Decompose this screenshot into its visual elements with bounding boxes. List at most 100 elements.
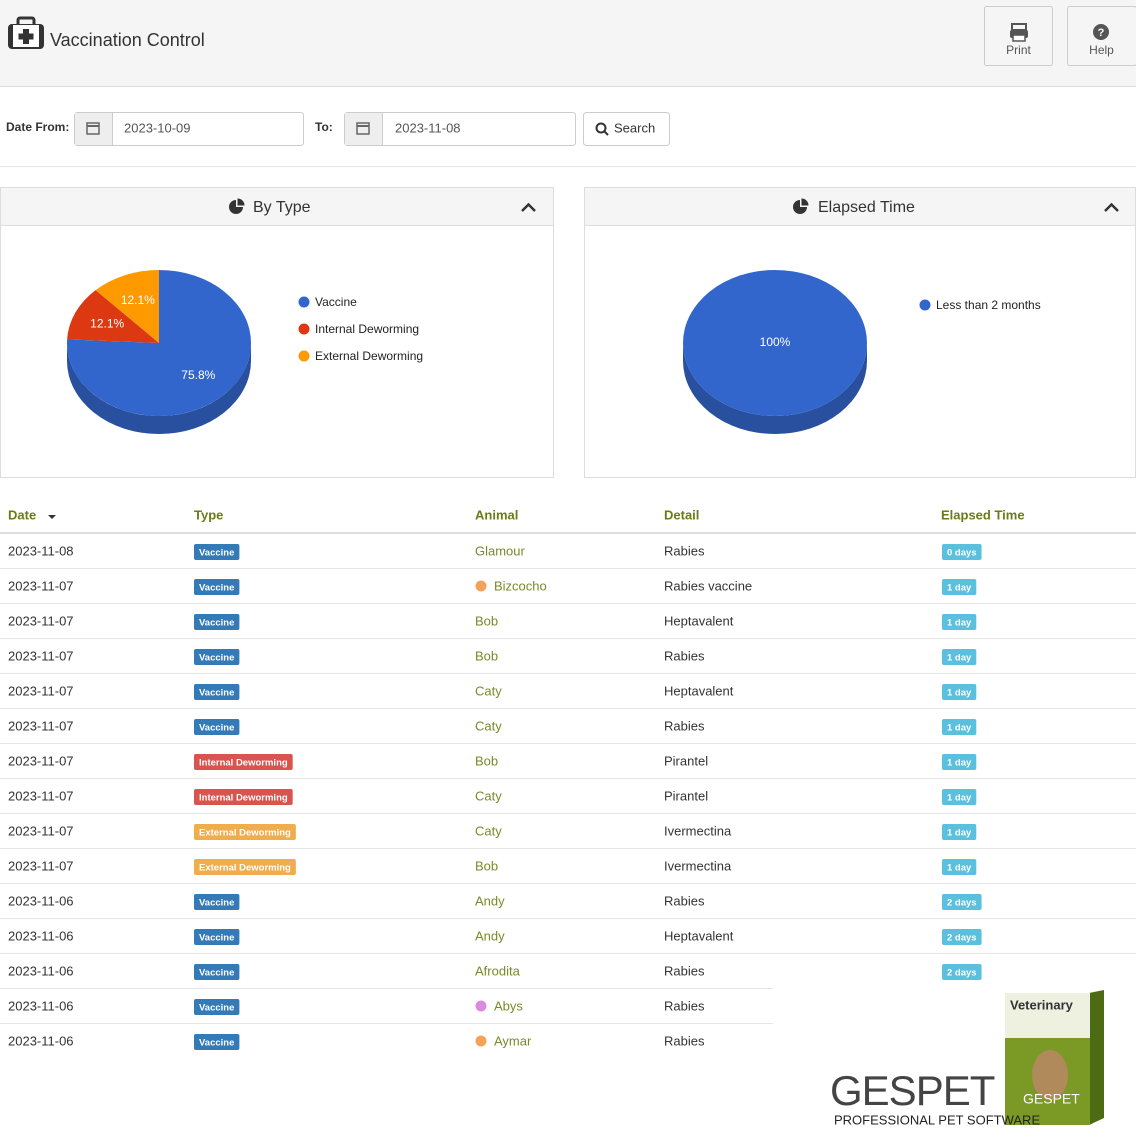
cell-animal: Caty [475,718,502,733]
badge-text: 0 days [947,548,977,559]
badge-bg [194,754,293,770]
badge-bg [942,754,977,770]
cell-animal: Bizcocho [494,578,547,593]
column-header: Date [8,507,36,522]
cell-detail: Rabies [664,648,705,663]
badge-text: Vaccine [199,1038,234,1049]
cell-animal: Bob [475,648,498,663]
cell-date: 2023-11-07 [8,578,74,593]
badge: Vaccine [194,929,240,945]
badge-bg [194,649,240,665]
cell-date: 2023-11-06 [8,928,74,943]
from-value: 2023-10-09 [124,120,191,135]
pie-label: 100% [760,335,791,349]
badge-bg [194,1034,240,1050]
legend-label: Less than 2 months [936,298,1041,312]
legend-swatch [919,299,931,311]
badge: 1 day [942,719,977,735]
cell-date: 2023-11-06 [8,893,74,908]
animal-dot [475,1035,487,1047]
cell-date: 2023-11-07 [8,648,74,663]
badge-text: Vaccine [199,723,234,734]
cell-date: 2023-11-07 [8,788,74,803]
cell-date: 2023-11-07 [8,858,74,873]
cell-detail: Heptavalent [664,683,734,698]
column-header: Elapsed Time [941,507,1025,522]
cell-animal: Caty [475,788,502,803]
pie-label: 12.1% [121,293,155,307]
cell-animal: Afrodita [475,963,521,978]
box-title: Veterinary [1010,997,1074,1012]
badge-bg [194,929,240,945]
badge-bg [194,789,293,805]
cell-animal: Bob [475,753,498,768]
cell-animal: Bob [475,858,498,873]
badge-text: Internal Deworming [199,758,288,769]
badge: 0 days [942,544,982,560]
badge: 2 days [942,929,982,945]
from-input[interactable]: 2023-10-09 [74,112,304,146]
cell-animal: Andy [475,928,505,943]
help-label: Help [1089,43,1114,57]
badge-text: 1 day [947,863,972,874]
badge-bg [194,999,240,1015]
legend-label: Internal Deworming [315,322,419,336]
badge: Vaccine [194,614,240,630]
box-brand: GESPET [1023,1091,1080,1107]
badge: 1 day [942,754,977,770]
badge: 2 days [942,894,982,910]
badge: Vaccine [194,544,240,560]
cell-animal: Glamour [475,543,526,558]
search-button[interactable]: Search [583,112,670,146]
panel-title: By Type [253,199,311,216]
badge: 1 day [942,789,977,805]
cell-detail: Pirantel [664,788,708,803]
to-input[interactable]: 2023-11-08 [344,112,576,146]
cell-detail: Rabies [664,1033,705,1048]
badge-text: 1 day [947,618,972,629]
cell-detail: Heptavalent [664,928,734,943]
cell-detail: Rabies [664,963,705,978]
badge-text: Vaccine [199,548,234,559]
badge-bg [942,824,977,840]
cell-animal: Caty [475,823,502,838]
cell-date: 2023-11-06 [8,963,74,978]
badge-bg [194,964,240,980]
legend-label: Vaccine [315,295,357,309]
badge-bg [194,544,240,560]
cell-date: 2023-11-07 [8,823,74,838]
badge: External Deworming [194,859,296,875]
help-icon: ? [1098,27,1105,39]
help-button[interactable]: ? Help [1067,6,1136,66]
badge-bg [194,859,296,875]
print-button[interactable]: Print [984,6,1053,66]
to-value: 2023-11-08 [395,120,461,135]
badge: 1 day [942,649,977,665]
cell-animal: Abys [494,998,523,1013]
badge-text: 1 day [947,793,972,804]
badge-bg [942,859,977,875]
header-bar [0,0,1136,86]
cell-animal: Andy [475,893,505,908]
badge-text: 1 day [947,653,972,664]
badge: Vaccine [194,649,240,665]
cell-animal: Caty [475,683,502,698]
page-title: Vaccination Control [50,30,205,50]
cell-detail: Pirantel [664,753,708,768]
cell-date: 2023-11-07 [8,753,74,768]
cell-detail: Ivermectina [664,823,732,838]
cell-animal: Aymar [494,1033,532,1048]
badge-text: Vaccine [199,933,234,944]
badge: 1 day [942,684,977,700]
badge-text: External Deworming [199,828,291,839]
cell-date: 2023-11-06 [8,1033,74,1048]
badge-bg [942,544,982,560]
column-header: Detail [664,507,699,522]
badge-text: 1 day [947,688,972,699]
badge-text: 2 days [947,968,977,979]
badge-bg [942,964,982,980]
legend-label: External Deworming [315,349,423,363]
badge-text: 2 days [947,933,977,944]
legend-swatch [298,350,310,362]
